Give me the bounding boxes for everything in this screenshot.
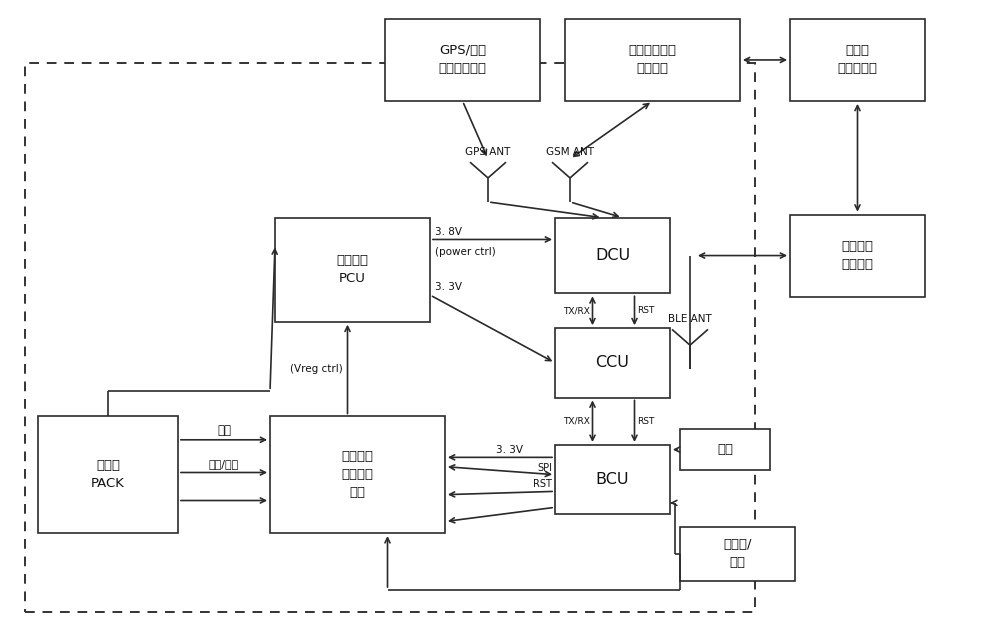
Text: 3. 8V: 3. 8V xyxy=(435,227,462,237)
Text: GSM ANT: GSM ANT xyxy=(546,147,594,157)
Text: DCU: DCU xyxy=(595,248,630,263)
FancyBboxPatch shape xyxy=(680,527,795,581)
Text: GPS/北斗
卫星定位系统: GPS/北斗 卫星定位系统 xyxy=(438,44,486,76)
Text: 物联网
（服务器）: 物联网 （服务器） xyxy=(838,44,878,76)
FancyBboxPatch shape xyxy=(555,328,670,398)
FancyBboxPatch shape xyxy=(385,19,540,101)
Text: 按键: 按键 xyxy=(717,443,733,456)
Text: RST: RST xyxy=(638,416,655,426)
Text: 电池组
PACK: 电池组 PACK xyxy=(91,459,125,490)
FancyBboxPatch shape xyxy=(790,215,925,297)
Text: 供电: 供电 xyxy=(217,423,231,437)
Text: (Vreg ctrl): (Vreg ctrl) xyxy=(290,364,342,374)
Text: 3. 3V: 3. 3V xyxy=(435,283,462,293)
Text: GPS ANT: GPS ANT xyxy=(465,147,511,157)
Text: 3. 3V: 3. 3V xyxy=(496,445,524,455)
Text: RST: RST xyxy=(638,306,655,316)
FancyBboxPatch shape xyxy=(555,445,670,514)
FancyBboxPatch shape xyxy=(38,416,178,533)
FancyBboxPatch shape xyxy=(555,218,670,293)
FancyBboxPatch shape xyxy=(275,218,430,322)
Text: 电池模拟
前端采集
芯片: 电池模拟 前端采集 芯片 xyxy=(342,451,374,499)
Text: (power ctrl): (power ctrl) xyxy=(435,247,496,257)
Text: 手持终端
（手机）: 手持终端 （手机） xyxy=(842,240,874,271)
Text: RST: RST xyxy=(533,480,552,490)
FancyBboxPatch shape xyxy=(790,19,925,101)
FancyBboxPatch shape xyxy=(565,19,740,101)
Text: BCU: BCU xyxy=(596,472,629,487)
Text: 充电器/
负载: 充电器/ 负载 xyxy=(723,538,752,569)
Text: SPI: SPI xyxy=(537,463,552,473)
FancyBboxPatch shape xyxy=(680,429,770,470)
Text: TX/RX: TX/RX xyxy=(563,306,590,316)
Text: TX/RX: TX/RX xyxy=(563,416,590,426)
Text: BLE ANT: BLE ANT xyxy=(668,314,712,324)
Text: 采样/均衡: 采样/均衡 xyxy=(209,459,239,469)
Text: 移动通信系统
（基站）: 移动通信系统 （基站） xyxy=(629,44,676,76)
FancyBboxPatch shape xyxy=(270,416,445,533)
Text: CCU: CCU xyxy=(596,355,629,370)
Text: 电源模块
PCU: 电源模块 PCU xyxy=(337,254,369,285)
